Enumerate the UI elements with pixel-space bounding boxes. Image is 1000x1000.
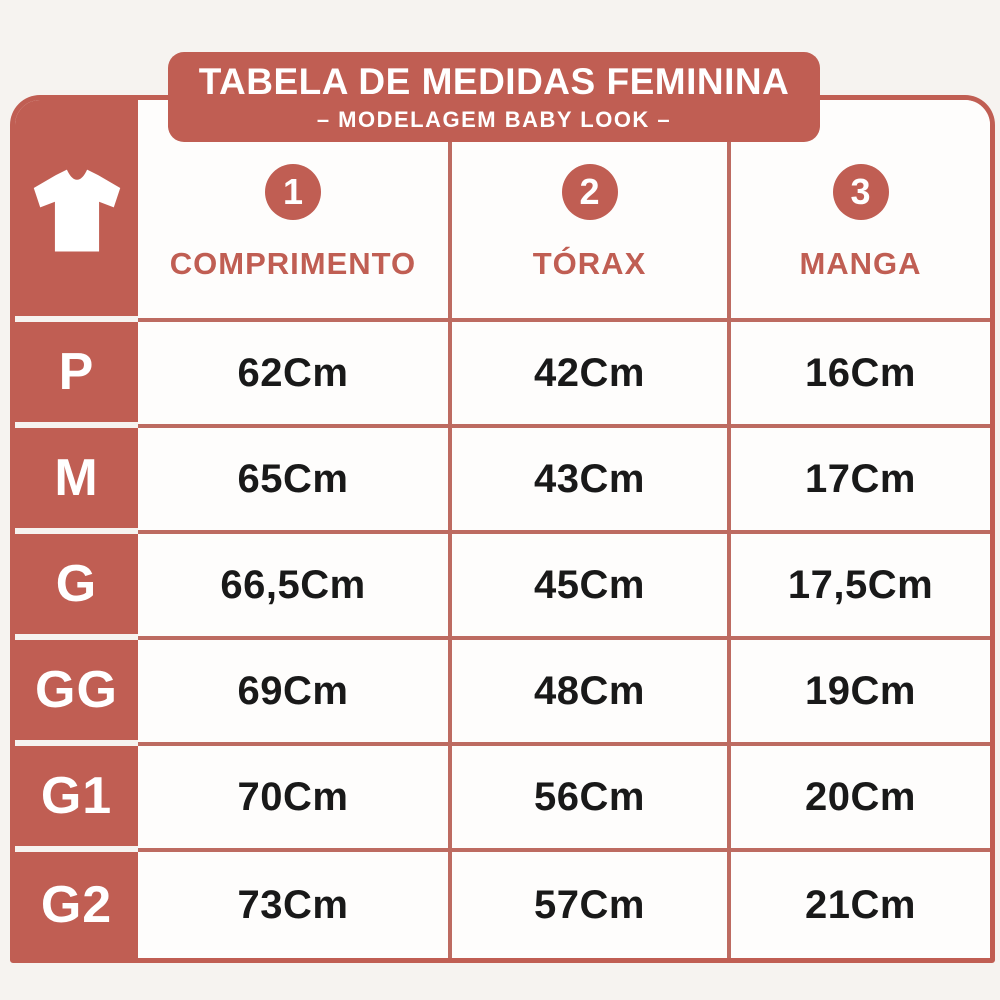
cell-g1-comprimento: 70Cm	[138, 746, 452, 852]
size-label-g: G	[15, 534, 138, 640]
column-label-torax: TÓRAX	[532, 246, 647, 281]
size-label-g2: G2	[15, 852, 138, 958]
number-1-badge: 1	[265, 164, 321, 220]
cell-g-comprimento: 66,5Cm	[138, 534, 452, 640]
number-3-badge: 3	[832, 164, 889, 220]
column-label-manga: MANGA	[799, 246, 922, 281]
size-table: 1 COMPRIMENTO 2 TÓRAX 3 MANGA P 62Cm 42C…	[10, 95, 995, 963]
title-banner: TABELA DE MEDIDAS FEMININA – MODELAGEM B…	[168, 52, 820, 142]
cell-g-torax: 45Cm	[452, 534, 731, 640]
size-label-gg: GG	[15, 640, 138, 746]
size-table-grid: 1 COMPRIMENTO 2 TÓRAX 3 MANGA P 62Cm 42C…	[15, 100, 990, 958]
cell-p-torax: 42Cm	[452, 322, 731, 428]
cell-p-comprimento: 62Cm	[138, 322, 452, 428]
cell-g2-comprimento: 73Cm	[138, 852, 452, 958]
tshirt-corner-cell	[15, 100, 138, 322]
cell-g-manga: 17,5Cm	[731, 534, 990, 640]
tshirt-icon	[31, 162, 123, 254]
size-label-g1: G1	[15, 746, 138, 852]
cell-g1-manga: 20Cm	[731, 746, 990, 852]
cell-p-manga: 16Cm	[731, 322, 990, 428]
number-2-badge: 2	[561, 164, 618, 220]
cell-m-comprimento: 65Cm	[138, 428, 452, 534]
size-label-p: P	[15, 322, 138, 428]
size-label-m: M	[15, 428, 138, 534]
cell-gg-comprimento: 69Cm	[138, 640, 452, 746]
cell-m-torax: 43Cm	[452, 428, 731, 534]
cell-m-manga: 17Cm	[731, 428, 990, 534]
cell-g1-torax: 56Cm	[452, 746, 731, 852]
cell-g2-torax: 57Cm	[452, 852, 731, 958]
cell-gg-torax: 48Cm	[452, 640, 731, 746]
page-title: TABELA DE MEDIDAS FEMININA	[198, 61, 790, 102]
column-label-comprimento: COMPRIMENTO	[169, 246, 417, 281]
cell-gg-manga: 19Cm	[731, 640, 990, 746]
cell-g2-manga: 21Cm	[731, 852, 990, 958]
page-subtitle: – MODELAGEM BABY LOOK –	[316, 107, 672, 132]
